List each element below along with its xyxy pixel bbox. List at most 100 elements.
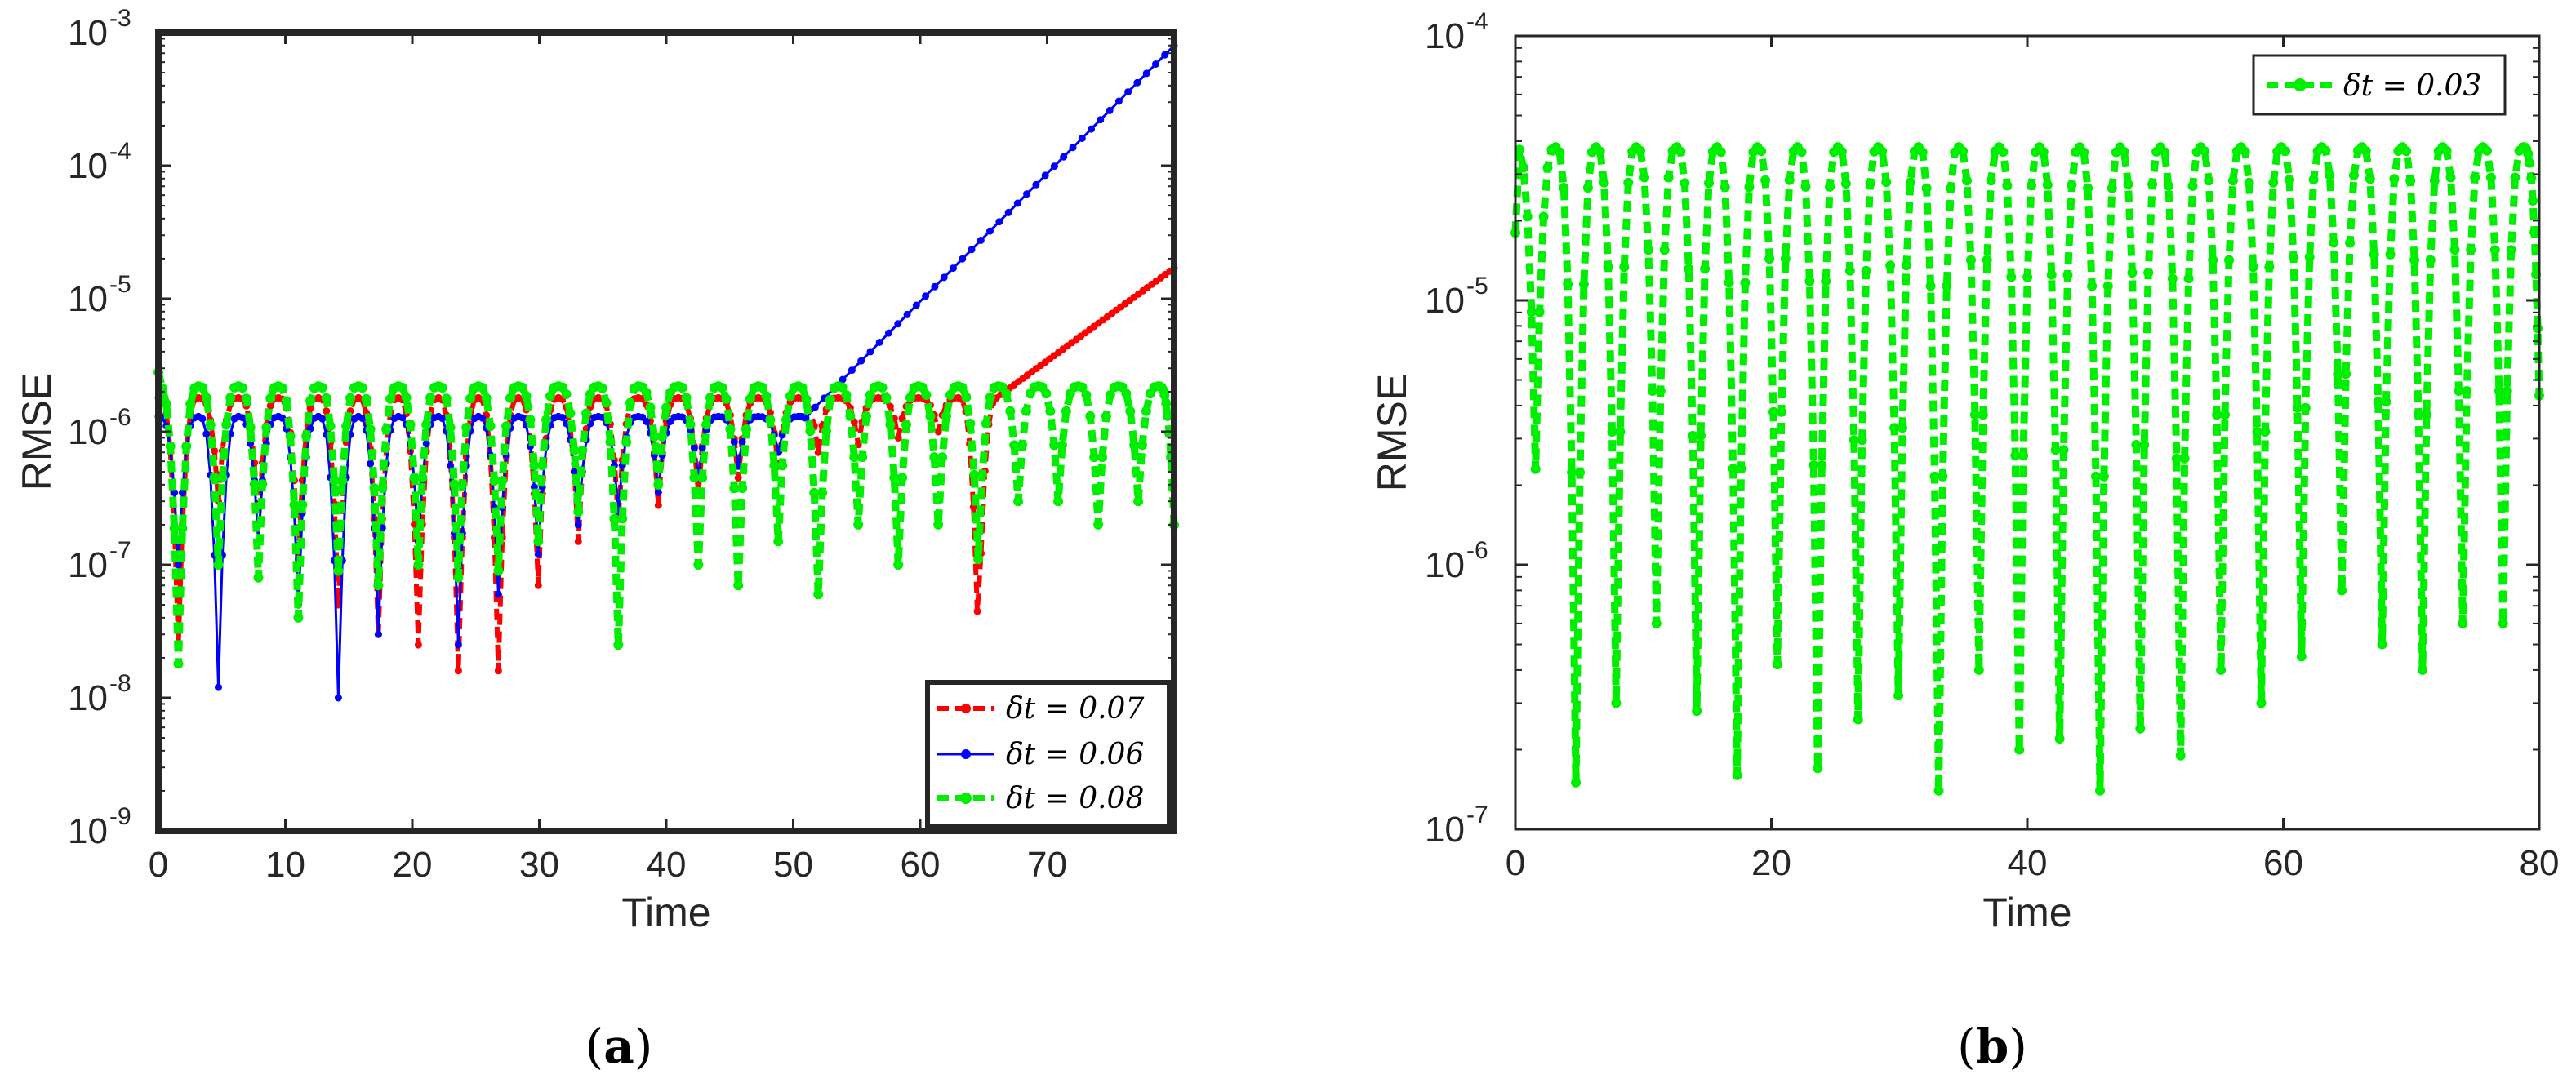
data-point bbox=[1744, 182, 1755, 193]
y-tick-exponent: -4 bbox=[109, 138, 131, 165]
panel-a-caption-letter: a bbox=[603, 1019, 634, 1074]
data-point bbox=[2244, 177, 2254, 188]
data-point bbox=[253, 572, 264, 583]
data-point bbox=[2470, 172, 2480, 183]
data-point bbox=[968, 246, 976, 254]
data-point bbox=[454, 641, 462, 649]
data-point bbox=[465, 393, 476, 404]
data-point bbox=[2208, 255, 2218, 265]
data-point bbox=[813, 589, 824, 600]
data-point bbox=[2067, 180, 2077, 190]
data-point bbox=[2227, 175, 2238, 186]
data-point bbox=[397, 382, 407, 393]
data-point bbox=[541, 415, 552, 425]
data-point bbox=[237, 383, 247, 393]
data-point bbox=[318, 415, 327, 423]
data-point bbox=[2489, 245, 2500, 255]
data-point bbox=[777, 460, 788, 471]
data-point bbox=[931, 282, 939, 291]
data-point bbox=[2027, 180, 2036, 191]
data-point bbox=[2401, 146, 2412, 157]
y-tick-label: 10 bbox=[68, 545, 108, 585]
data-point bbox=[1692, 706, 1702, 717]
data-point bbox=[894, 434, 902, 442]
data-point bbox=[1756, 146, 1767, 157]
y-tick-exponent: -4 bbox=[1466, 8, 1488, 35]
data-point bbox=[1889, 423, 1900, 433]
data-point bbox=[2127, 268, 2138, 278]
data-point bbox=[1133, 78, 1141, 87]
data-point bbox=[1982, 255, 1992, 265]
data-point bbox=[2139, 440, 2150, 450]
data-point bbox=[1152, 60, 1159, 68]
data-point bbox=[925, 411, 936, 421]
x-tick-label: 40 bbox=[647, 845, 687, 885]
data-point bbox=[1651, 618, 1662, 628]
data-point bbox=[574, 537, 582, 545]
y-tick-exponent: -7 bbox=[1466, 801, 1488, 828]
data-point bbox=[2171, 453, 2182, 464]
y-tick-label: 10 bbox=[68, 811, 108, 851]
data-point bbox=[281, 396, 291, 406]
data-point bbox=[1563, 279, 1573, 290]
data-point bbox=[977, 469, 987, 480]
y-tick-label: 10 bbox=[68, 412, 108, 452]
series-a-2-markers bbox=[153, 367, 1179, 669]
data-point bbox=[729, 483, 740, 494]
data-point bbox=[409, 473, 420, 483]
data-point bbox=[1619, 262, 1630, 273]
data-point bbox=[441, 393, 452, 404]
data-point bbox=[2466, 245, 2476, 255]
data-point bbox=[1093, 519, 1104, 530]
data-point bbox=[1142, 69, 1150, 78]
data-point bbox=[973, 607, 981, 615]
data-point bbox=[301, 431, 312, 442]
data-point bbox=[497, 476, 508, 486]
data-point bbox=[821, 426, 831, 437]
data-point bbox=[1973, 664, 1984, 675]
data-point bbox=[2349, 170, 2359, 180]
data-point bbox=[1929, 471, 1940, 482]
data-point bbox=[1530, 464, 1541, 474]
data-point bbox=[573, 507, 584, 517]
data-point bbox=[1933, 785, 1944, 796]
data-point bbox=[781, 415, 791, 425]
data-point bbox=[1595, 146, 1605, 157]
data-point bbox=[2095, 785, 2105, 796]
legend-label-s2: δt = 0.08 bbox=[1006, 782, 1144, 815]
y-tick-label: 10 bbox=[68, 678, 108, 718]
data-point bbox=[1844, 265, 1855, 276]
data-point bbox=[2337, 585, 2347, 596]
data-point bbox=[734, 474, 742, 482]
data-point bbox=[1129, 440, 1140, 451]
data-point bbox=[889, 473, 900, 483]
data-point bbox=[2135, 723, 2146, 734]
data-point bbox=[2083, 183, 2093, 193]
data-point bbox=[1599, 177, 1609, 188]
data-point bbox=[1680, 178, 1690, 189]
data-point bbox=[986, 227, 994, 235]
data-point bbox=[265, 393, 276, 404]
data-point bbox=[2062, 269, 2073, 280]
data-point bbox=[690, 444, 698, 452]
data-point bbox=[2143, 268, 2154, 278]
data-point bbox=[413, 560, 424, 570]
data-point bbox=[489, 476, 500, 486]
data-point bbox=[945, 390, 955, 400]
data-point bbox=[2183, 273, 2194, 284]
data-point bbox=[897, 473, 908, 483]
data-point bbox=[2042, 180, 2053, 190]
data-point bbox=[1089, 452, 1100, 463]
data-point bbox=[1663, 172, 1674, 183]
data-point bbox=[645, 402, 656, 413]
data-point bbox=[922, 292, 930, 300]
data-point bbox=[845, 411, 856, 421]
legend-marker-s2 bbox=[960, 793, 972, 804]
y-tick-label: 10 bbox=[1425, 545, 1465, 585]
data-point bbox=[537, 460, 548, 471]
data-point bbox=[741, 424, 751, 434]
data-point bbox=[2381, 397, 2391, 407]
